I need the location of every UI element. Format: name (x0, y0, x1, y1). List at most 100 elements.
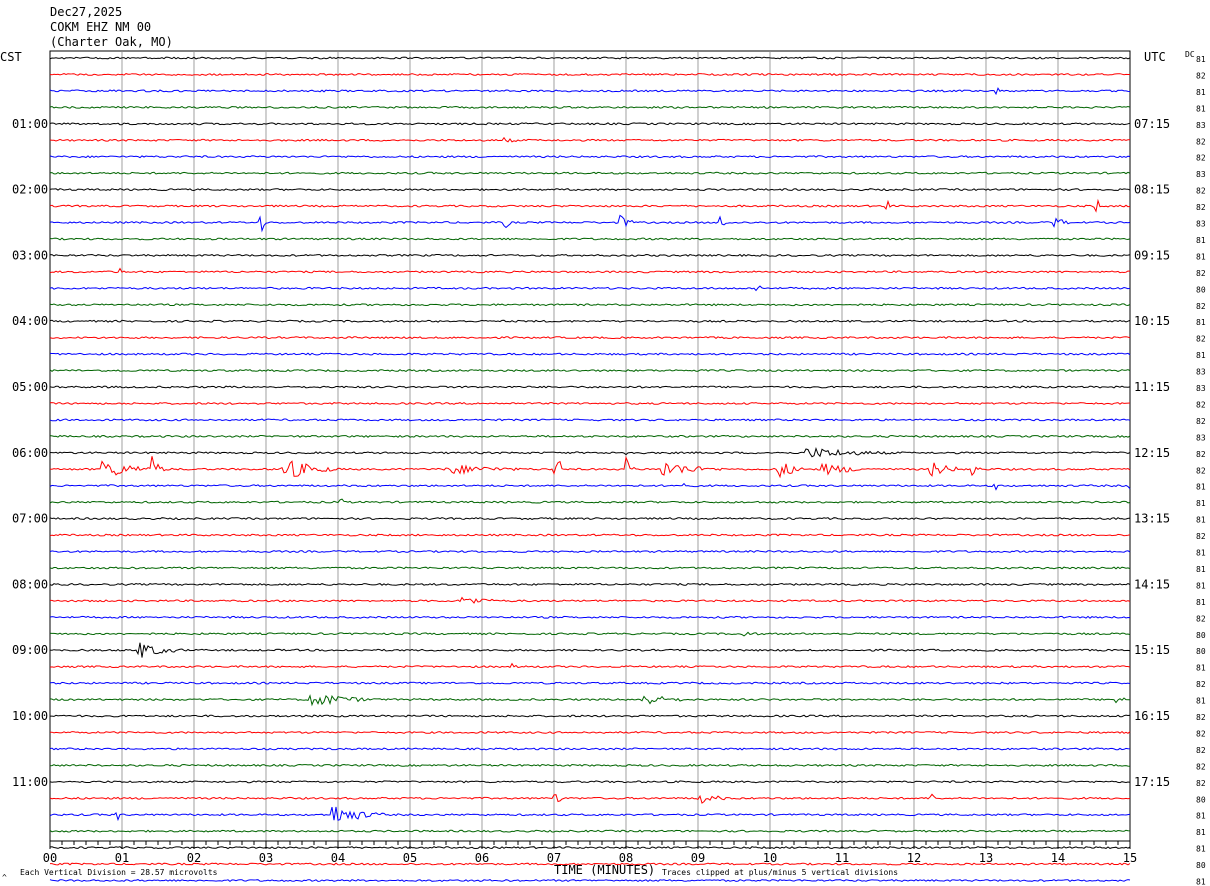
x-tick-label: 14 (1051, 851, 1065, 865)
x-tick-label: 03 (259, 851, 273, 865)
trace-line-19 (49, 352, 1131, 356)
x-tick-label: 09 (691, 851, 705, 865)
dc-offset-label: 82 (1196, 154, 1206, 163)
trace-line-29 (49, 517, 1131, 521)
trace-line-50 (50, 862, 1131, 866)
x-axis-title: TIME (MINUTES) (554, 863, 655, 877)
dc-offset-label: 81 (1196, 697, 1206, 706)
dc-offset-label: 81 (1196, 236, 1206, 245)
dc-offset-label: 82 (1196, 729, 1206, 738)
dc-offset-label: 81 (1196, 318, 1206, 327)
trace-line-5 (49, 122, 1131, 126)
dc-offset-label: 83 (1196, 170, 1206, 179)
dc-offset-label: 82 (1196, 746, 1206, 755)
right-hour-label: 08:15 (1134, 183, 1170, 197)
left-hour-label: 07:00 (12, 512, 48, 526)
clip-note: Traces clipped at plus/minus 5 vertical … (662, 868, 898, 877)
x-tick-label: 06 (475, 851, 489, 865)
dc-offset-label: 80 (1196, 861, 1206, 870)
dc-offset-label: 81 (1196, 104, 1206, 113)
header-station: COKM EHZ NM 00 (50, 20, 151, 34)
right-hour-label: 17:15 (1134, 775, 1170, 789)
dc-offset-label: 81 (1196, 499, 1206, 508)
dc-offset-label: 81 (1196, 516, 1206, 525)
right-hour-labels: 07:15 08:15 09:15 10:15 11:15 12:15 13:15 14:15… (1134, 117, 1170, 789)
left-hour-label: 11:00 (12, 775, 48, 789)
dc-offset-label: 82 (1196, 779, 1206, 788)
dc-offset-label: 83 (1196, 368, 1206, 377)
trace-line-4 (49, 105, 1131, 109)
dc-offset-label: 82 (1196, 713, 1206, 722)
trace-line-2 (49, 72, 1130, 76)
trace-line-51 (49, 879, 1131, 883)
x-tick-label: 11 (835, 851, 849, 865)
x-tick-label: 04 (331, 851, 345, 865)
dc-offset-label: 82 (1196, 335, 1206, 344)
left-hour-label: 10:00 (12, 709, 48, 723)
trace-line-43 (49, 747, 1131, 751)
dc-offset-label: 81 (1196, 351, 1206, 360)
trace-line-35 (49, 615, 1131, 619)
scale-note: Each Vertical Division = 28.57 microvolt… (20, 868, 218, 877)
right-hour-label: 12:15 (1134, 446, 1170, 460)
header-location: (Charter Oak, MO) (50, 35, 173, 49)
left-timezone-label: CST (0, 50, 22, 64)
trace-line-44 (49, 763, 1131, 767)
trace-line-49 (49, 846, 1131, 850)
left-hour-label: 09:00 (12, 643, 48, 657)
dc-offset-label: 82 (1196, 762, 1206, 771)
left-hour-label: 05:00 (12, 380, 48, 394)
dc-offset-label: 82 (1196, 680, 1206, 689)
trace-line-31 (49, 549, 1131, 554)
left-hour-label: 06:00 (12, 446, 48, 460)
dc-offset-label: 81 (1196, 55, 1206, 64)
dc-offset-label: 82 (1196, 203, 1206, 212)
dc-offset-label: 83 (1196, 384, 1206, 393)
trace-line-3 (49, 87, 1131, 96)
dc-offset-label: 82 (1196, 532, 1206, 541)
dc-offset-label: 82 (1196, 450, 1206, 459)
trace-line-8 (49, 171, 1131, 175)
trace-line-47 (49, 806, 1131, 822)
trace-line-16 (49, 303, 1131, 307)
dc-offset-label: 80 (1196, 795, 1206, 804)
trace-line-25 (49, 447, 1131, 458)
trace-line-42 (49, 730, 1131, 734)
trace-line-22 (49, 401, 1131, 405)
trace-line-30 (49, 533, 1131, 537)
dc-offset-label: 83 (1196, 220, 1206, 229)
trace-line-39 (49, 681, 1131, 685)
dc-offset-label: 82 (1196, 614, 1206, 623)
left-hour-label: 01:00 (12, 117, 48, 131)
left-hour-label: 08:00 (12, 577, 48, 591)
trace-line-32 (49, 566, 1131, 570)
trace-line-7 (49, 155, 1131, 159)
dc-offset-label: 81 (1196, 598, 1206, 607)
trace-line-24 (49, 434, 1131, 438)
dc-offset-labels: 81 82 81 81 83 82 82 83 82 82 83 81 81 82 80 82 81 82 81 83… (1196, 55, 1206, 886)
dc-offset-label: 82 (1196, 269, 1206, 278)
plot-frame (49, 50, 1131, 842)
dc-offset-label: 82 (1196, 400, 1206, 409)
minute-gridlines (121, 51, 1059, 841)
right-hour-label: 09:15 (1134, 248, 1170, 262)
trace-line-1 (49, 56, 1131, 60)
dc-offset-label: 81 (1196, 565, 1206, 574)
corner-mark: ^ (2, 873, 7, 882)
right-timezone-label: UTC (1144, 50, 1166, 64)
trace-line-48 (49, 829, 1131, 833)
dc-header-label: DC (1185, 50, 1195, 59)
right-hour-label: 10:15 (1134, 314, 1170, 328)
dc-offset-label: 81 (1196, 483, 1206, 492)
dc-offset-label: 81 (1196, 88, 1206, 97)
trace-line-15 (49, 285, 1131, 292)
trace-line-14 (49, 267, 1131, 274)
left-hour-label: 02:00 (12, 183, 48, 197)
trace-line-18 (49, 336, 1131, 340)
dc-offset-label: 80 (1196, 631, 1206, 640)
right-hour-label: 13:15 (1134, 512, 1170, 526)
trace-line-23 (49, 418, 1131, 422)
x-tick-label: 02 (187, 851, 201, 865)
right-hour-label: 16:15 (1134, 709, 1170, 723)
